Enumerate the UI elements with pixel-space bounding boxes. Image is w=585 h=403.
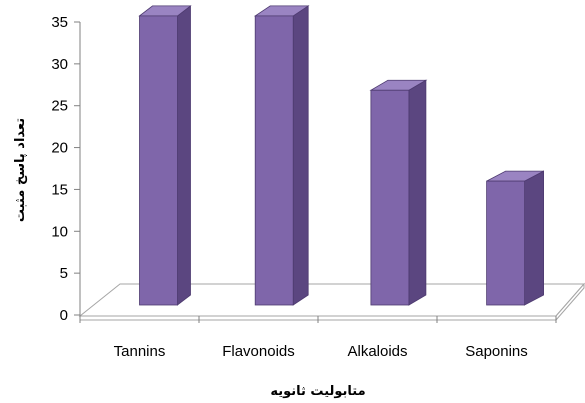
- bar-side-face: [524, 170, 544, 306]
- y-tick-label: 25: [51, 98, 68, 115]
- bar-flavonoids: [253, 5, 310, 306]
- y-tick-label: 15: [51, 181, 68, 198]
- bar-front-face: [254, 15, 294, 306]
- bar-alkaloids: [369, 79, 428, 306]
- bar-tannins: [138, 5, 192, 306]
- bar-front-face: [370, 89, 410, 306]
- y-tick-label: 0: [60, 307, 68, 324]
- x-tick-label: Flavonoids: [222, 343, 295, 360]
- chart-floor: [78, 282, 585, 323]
- y-tick-label: 30: [51, 56, 68, 73]
- bars: [138, 5, 544, 306]
- bar-side-face: [177, 5, 191, 306]
- x-tick-label: Tannins: [114, 343, 166, 360]
- x-tick-label: Alkaloids: [347, 343, 407, 360]
- x-axis-title: متابولیت ثانویه: [270, 384, 365, 399]
- bar-front-face: [486, 180, 526, 306]
- bar-side-face: [408, 79, 427, 306]
- y-axis-title: تعداد پاسخ مثبت: [13, 118, 28, 222]
- bar-front-face: [139, 15, 178, 306]
- x-tick-label: Saponins: [465, 343, 528, 360]
- y-tick-label: 10: [51, 223, 68, 240]
- bar-side-face: [292, 5, 309, 306]
- bar-saponins: [486, 170, 544, 306]
- y-tick-label: 20: [51, 140, 68, 157]
- x-axis-labels: Tannins Flavonoids Alkaloids Saponins: [114, 343, 528, 360]
- y-tick-label: 5: [60, 265, 68, 282]
- y-tick-label: 35: [51, 14, 68, 31]
- y-axis: 0 5 10 15 20 25 30 35: [51, 14, 81, 324]
